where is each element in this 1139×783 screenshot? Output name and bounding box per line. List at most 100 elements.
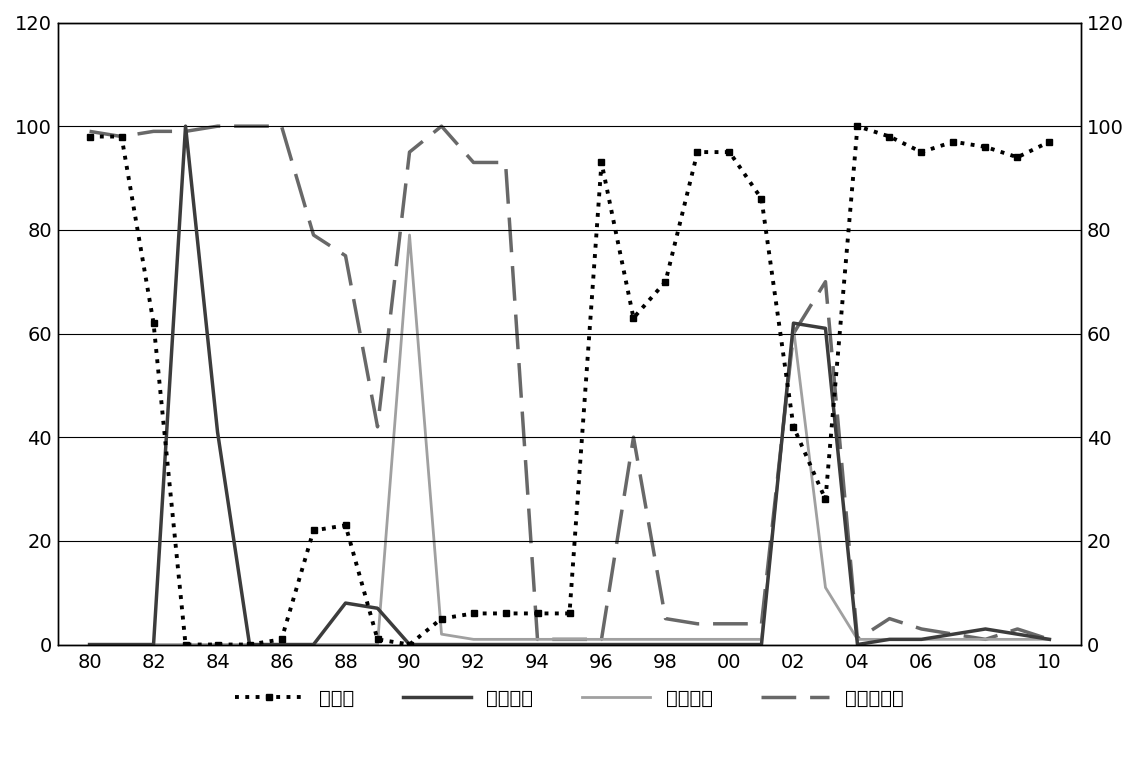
파라과이	[595, 635, 608, 644]
밌라질	[626, 313, 640, 323]
아르헨티나	[595, 635, 608, 644]
우루과이	[755, 640, 769, 649]
파라과이	[403, 230, 417, 240]
우루과이	[563, 640, 576, 649]
우루과이	[883, 635, 896, 644]
아르헨티나	[403, 147, 417, 157]
밌라질	[531, 608, 544, 618]
아르헨티나	[1010, 624, 1024, 633]
밌라질	[83, 132, 97, 141]
우루과이	[915, 635, 928, 644]
밌라질	[274, 635, 288, 644]
파라과이	[531, 635, 544, 644]
파라과이	[467, 635, 481, 644]
아르헨티나	[915, 624, 928, 633]
우루과이	[499, 640, 513, 649]
밌라질	[851, 121, 865, 131]
우루과이	[851, 640, 865, 649]
밌라질	[435, 614, 449, 623]
파라과이	[274, 640, 288, 649]
아르헨티나	[947, 630, 960, 639]
밌라질	[819, 495, 833, 504]
우루과이	[211, 428, 224, 437]
밌라질	[595, 157, 608, 167]
우루과이	[147, 640, 161, 649]
파라과이	[83, 640, 97, 649]
밌라질	[722, 147, 736, 157]
파라과이	[819, 583, 833, 592]
아르헨티나	[467, 157, 481, 167]
우루과이	[467, 640, 481, 649]
아르헨티나	[499, 157, 513, 167]
밌라질	[243, 640, 256, 649]
파라과이	[851, 635, 865, 644]
아르헨티나	[883, 614, 896, 623]
Legend: 밌라질, 우루과이, 파라과이, 아르헨티나: 밌라질, 우루과이, 파라과이, 아르헨티나	[228, 681, 911, 716]
밌라질	[306, 526, 320, 536]
파라과이	[338, 640, 352, 649]
밌라질	[179, 640, 192, 649]
아르헨티나	[243, 121, 256, 131]
아르헨티나	[755, 619, 769, 629]
파라과이	[211, 640, 224, 649]
파라과이	[915, 635, 928, 644]
우루과이	[658, 640, 672, 649]
우루과이	[1042, 635, 1056, 644]
밌라질	[690, 147, 704, 157]
밌라질	[147, 319, 161, 328]
우루과이	[306, 640, 320, 649]
밌라질	[978, 143, 992, 152]
우루과이	[370, 604, 384, 613]
우루과이	[626, 640, 640, 649]
밌라질	[403, 640, 417, 649]
밌라질	[211, 640, 224, 649]
아르헨티나	[563, 635, 576, 644]
아르헨티나	[722, 619, 736, 629]
밌라질	[115, 132, 129, 141]
밌라질	[338, 521, 352, 530]
아르헨티나	[626, 432, 640, 442]
우루과이	[722, 640, 736, 649]
밌라질	[658, 277, 672, 287]
밌라질	[370, 635, 384, 644]
아르헨티나	[370, 422, 384, 431]
파라과이	[626, 635, 640, 644]
파라과이	[755, 635, 769, 644]
우루과이	[531, 640, 544, 649]
아르헨티나	[978, 635, 992, 644]
아르헨티나	[819, 277, 833, 287]
아르헨티나	[690, 619, 704, 629]
밌라질	[499, 608, 513, 618]
아르헨티나	[338, 251, 352, 261]
우루과이	[338, 598, 352, 608]
밌라질	[563, 608, 576, 618]
아르헨티나	[274, 121, 288, 131]
파라과이	[243, 640, 256, 649]
밌라질	[1042, 137, 1056, 146]
파라과이	[690, 635, 704, 644]
우루과이	[690, 640, 704, 649]
Line: 아르헨티나: 아르헨티나	[90, 126, 1049, 640]
우루과이	[243, 640, 256, 649]
Line: 밌라질: 밌라질	[87, 124, 1052, 648]
밌라질	[883, 132, 896, 141]
파라과이	[787, 323, 801, 333]
우루과이	[179, 121, 192, 131]
파라과이	[563, 635, 576, 644]
아르헨티나	[1042, 635, 1056, 644]
아르헨티나	[147, 127, 161, 136]
파라과이	[883, 635, 896, 644]
우루과이	[947, 630, 960, 639]
밌라질	[467, 608, 481, 618]
밌라질	[787, 422, 801, 431]
파라과이	[115, 640, 129, 649]
우루과이	[787, 319, 801, 328]
파라과이	[306, 640, 320, 649]
밌라질	[1010, 153, 1024, 162]
우루과이	[403, 640, 417, 649]
우루과이	[819, 323, 833, 333]
Line: 파라과이: 파라과이	[90, 235, 1049, 644]
우루과이	[83, 640, 97, 649]
파라과이	[499, 635, 513, 644]
아르헨티나	[179, 127, 192, 136]
